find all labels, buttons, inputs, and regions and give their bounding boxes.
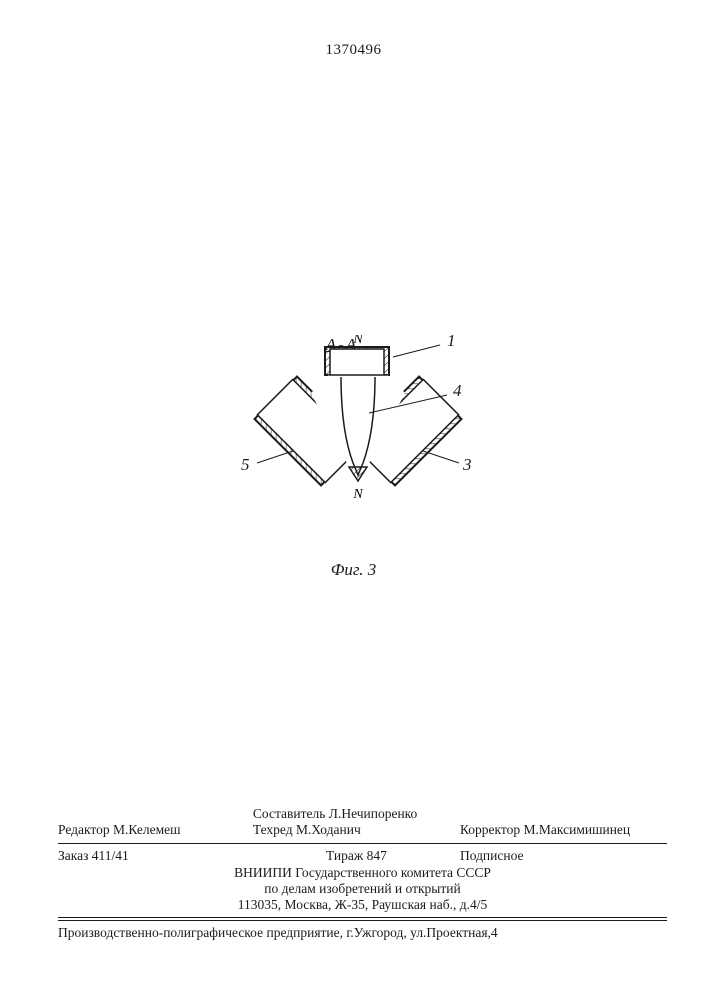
callout-1: 1 [447, 331, 456, 351]
printer-line: Производственно-полиграфическое предприя… [58, 925, 667, 942]
apex-notch [349, 467, 367, 481]
leader-3 [423, 451, 459, 463]
page-number: 1370496 [0, 42, 707, 59]
editor: Редактор М.Келемеш [58, 822, 253, 839]
callout-3: 3 [463, 455, 472, 475]
vniipi-line3: 113035, Москва, Ж-35, Раушская наб., д.4… [58, 897, 667, 913]
order: Заказ 411/41 [58, 848, 253, 865]
divider [58, 917, 667, 918]
callout-4: 4 [453, 381, 462, 401]
top-stub [325, 347, 389, 377]
axis-n-top: N [352, 335, 363, 347]
divider [58, 843, 667, 844]
leader-1 [393, 345, 440, 357]
techred: Техред М.Ходанич [253, 822, 460, 839]
leader-5 [257, 451, 293, 463]
tirazh: Тираж 847 [253, 848, 460, 865]
vniipi-line1: ВНИИПИ Государственного комитета СССР [58, 865, 667, 881]
figure-caption: Фиг. 3 [0, 560, 707, 580]
callout-5: 5 [241, 455, 250, 475]
corrector: Корректор М.Максимишинец [460, 822, 667, 839]
divider [58, 920, 667, 921]
podpisnoe: Подписное [460, 848, 667, 865]
figure: N N 1 4 3 5 [245, 335, 471, 565]
colophon: Составитель Л.Нечипоренко Редактор М.Кел… [58, 806, 667, 943]
compiler: Составитель Л.Нечипоренко [253, 806, 667, 823]
diagram-svg: N N [245, 335, 471, 535]
axis-n-bottom: N [352, 487, 363, 502]
vniipi-line2: по делам изобретений и открытий [58, 881, 667, 897]
